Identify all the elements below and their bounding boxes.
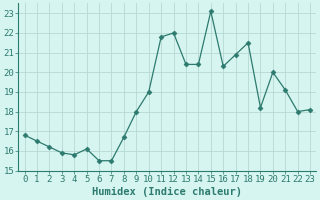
X-axis label: Humidex (Indice chaleur): Humidex (Indice chaleur) — [92, 186, 242, 197]
